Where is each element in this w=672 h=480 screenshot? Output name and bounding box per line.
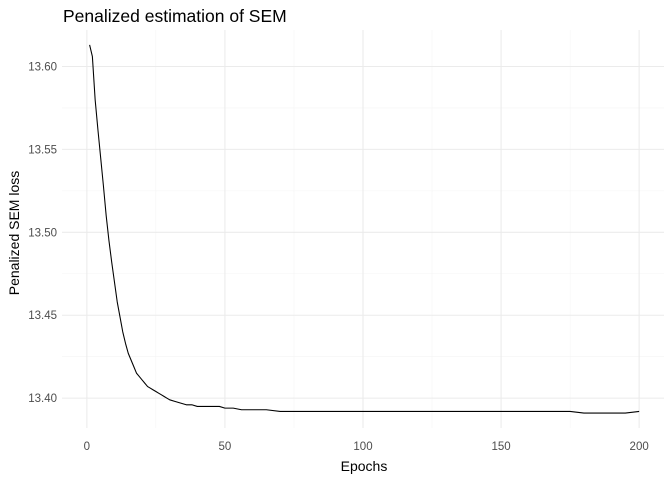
y-tick-label: 13.55 (28, 144, 57, 156)
x-tick-label: 150 (491, 441, 510, 453)
y-tick-label: 13.45 (28, 310, 57, 322)
x-tick-label: 0 (84, 441, 90, 453)
chart-title: Penalized estimation of SEM (63, 6, 287, 26)
major-gridlines (62, 30, 664, 428)
y-axis-tick-labels: 13.40 13.45 13.50 13.55 13.60 (28, 61, 57, 405)
y-axis-title: Penalized SEM loss (6, 171, 22, 296)
x-tick-label: 200 (630, 441, 649, 453)
x-axis-tick-labels: 0 50 100 150 200 (84, 441, 649, 453)
y-tick-label: 13.50 (28, 227, 57, 239)
y-tick-label: 13.60 (28, 61, 57, 73)
x-axis-title: Epochs (341, 458, 388, 474)
y-tick-label: 13.40 (28, 393, 57, 405)
x-tick-label: 100 (353, 441, 372, 453)
x-tick-label: 50 (219, 441, 232, 453)
loss-series-line (89, 44, 640, 414)
